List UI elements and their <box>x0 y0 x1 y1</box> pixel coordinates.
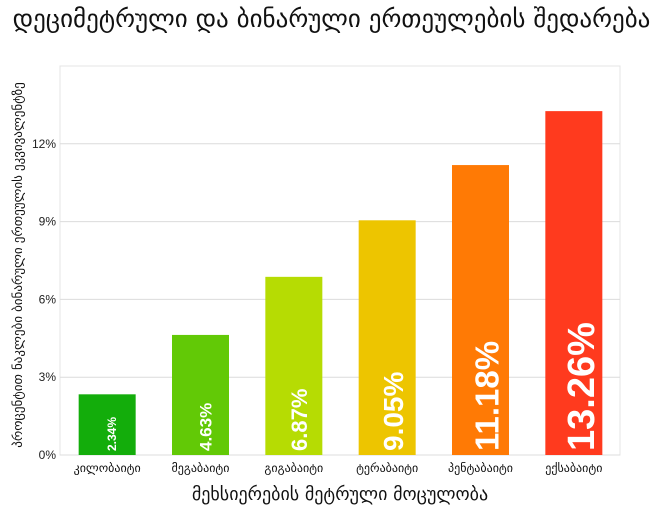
bar <box>265 276 323 455</box>
bar <box>78 394 136 455</box>
bar <box>452 165 509 455</box>
x-tick-label: პენტაბაიტი <box>448 461 513 475</box>
bar-value-label: 9.05% <box>378 372 409 451</box>
x-tick-label: გიგაბაიტი <box>264 461 323 475</box>
plot-area <box>59 65 621 456</box>
y-axis-label: პროცენტით ნაკლები ბინარული ერთეულის ეკვი… <box>11 82 26 448</box>
y-tick-label: 12% <box>32 137 56 151</box>
bar-value-label: 2.34% <box>105 417 119 451</box>
bar <box>545 111 603 456</box>
bar <box>172 334 229 455</box>
y-tick-label: 9% <box>39 215 57 229</box>
chart-title: დეციმეტრული და ბინარული ერთეულების შედარ… <box>12 4 651 33</box>
bar-value-label: 13.26% <box>561 322 603 451</box>
y-tick-label: 3% <box>39 370 57 384</box>
x-tick-label: მეგაბაიტი <box>171 461 229 475</box>
x-axis-label: მეხსიერების მეტრული მოცულობა <box>192 484 488 505</box>
x-tick-label: ექსაბაიტი <box>545 461 602 475</box>
bar-value-label: 11.18% <box>468 341 505 451</box>
y-tick-label: 6% <box>39 292 57 306</box>
x-tick-label: კილობაიტი <box>74 461 141 475</box>
bar <box>358 220 416 455</box>
bar-value-label: 6.87% <box>287 389 312 451</box>
y-tick-label: 0% <box>39 448 57 462</box>
bar-value-label: 4.63% <box>197 403 216 451</box>
x-tick-label: ტერაბაიტი <box>356 461 418 475</box>
